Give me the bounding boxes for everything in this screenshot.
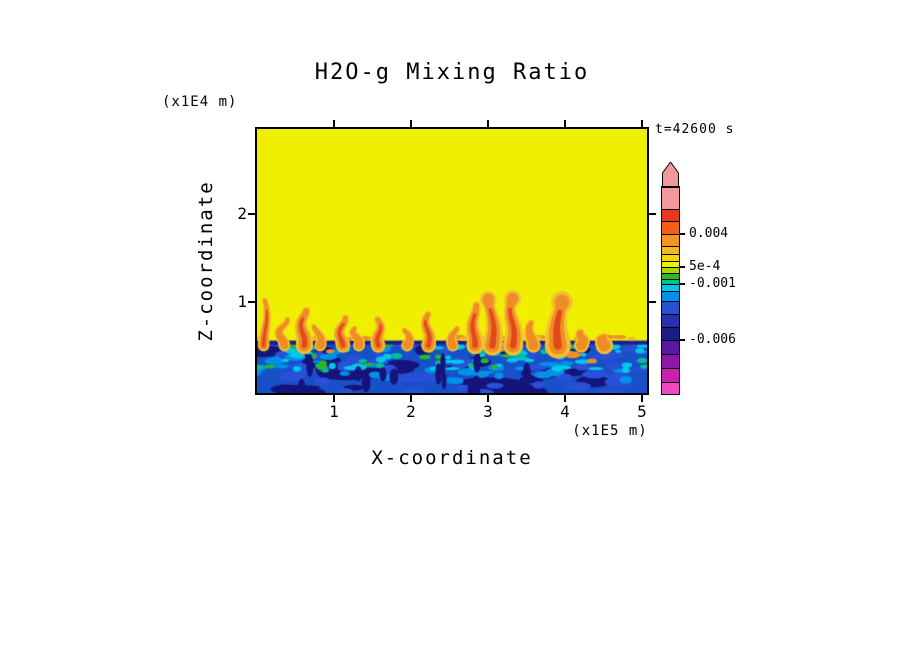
time-annotation: t=42600 s bbox=[655, 122, 735, 137]
colorbar-segment bbox=[662, 246, 679, 254]
colorbar-segment bbox=[662, 291, 679, 301]
colorbar-segment bbox=[662, 314, 679, 327]
x-tick-mark bbox=[641, 393, 643, 402]
colorbar-segment bbox=[662, 234, 679, 246]
x-tick-label: 4 bbox=[560, 402, 570, 421]
y-right-tick-mark bbox=[647, 213, 656, 215]
colorbar-segment bbox=[662, 340, 679, 354]
colorbar-segment bbox=[662, 209, 679, 221]
page-title: H2O-g Mixing Ratio bbox=[314, 60, 590, 85]
y-axis-unit: (x1E4 m) bbox=[162, 94, 238, 110]
colorbar: 0.004 5e-4 -0.001 -0.006 bbox=[661, 162, 752, 402]
x-tick-mark bbox=[487, 393, 489, 402]
x-top-tick-mark bbox=[487, 120, 489, 129]
colorbar-segment bbox=[662, 327, 679, 340]
x-tick-label: 2 bbox=[406, 402, 416, 421]
colorbar-segment bbox=[662, 221, 679, 234]
colorbar-segment bbox=[662, 273, 679, 279]
colorbar-arrow-icon bbox=[662, 162, 679, 188]
y-tick-label: 1 bbox=[237, 292, 247, 311]
colorbar-segment bbox=[662, 284, 679, 291]
y-tick-label: 2 bbox=[237, 204, 247, 223]
colorbar-stack bbox=[661, 186, 680, 395]
colorbar-tick-mark bbox=[679, 339, 685, 341]
colorbar-segment bbox=[662, 187, 679, 209]
x-tick-mark bbox=[564, 393, 566, 402]
colorbar-segment bbox=[662, 382, 679, 394]
colorbar-segment bbox=[662, 301, 679, 314]
heatmap-canvas bbox=[257, 129, 647, 393]
y-right-tick-mark bbox=[647, 301, 656, 303]
x-tick-label: 5 bbox=[637, 402, 647, 421]
x-top-tick-mark bbox=[333, 120, 335, 129]
colorbar-tick-mark bbox=[679, 233, 685, 235]
colorbar-segment bbox=[662, 261, 679, 267]
x-tick-mark bbox=[410, 393, 412, 402]
colorbar-label: 5e-4 bbox=[689, 259, 721, 274]
colorbar-segment bbox=[662, 368, 679, 382]
x-top-tick-mark bbox=[641, 120, 643, 129]
colorbar-tick-mark bbox=[679, 283, 685, 285]
colorbar-label: -0.001 bbox=[689, 276, 736, 291]
y-tick-mark bbox=[248, 213, 257, 215]
x-axis-label: X-coordinate bbox=[371, 447, 533, 469]
x-axis-unit: (x1E5 m) bbox=[572, 423, 648, 439]
x-tick-label: 1 bbox=[329, 402, 339, 421]
colorbar-tick-mark bbox=[679, 266, 685, 268]
x-tick-label: 3 bbox=[483, 402, 493, 421]
x-top-tick-mark bbox=[564, 120, 566, 129]
colorbar-label: 0.004 bbox=[689, 226, 729, 241]
colorbar-segment bbox=[662, 279, 679, 284]
colorbar-label: -0.006 bbox=[689, 332, 736, 347]
colorbar-segment bbox=[662, 267, 679, 273]
x-top-tick-mark bbox=[410, 120, 412, 129]
y-axis-label: Z-coordinate bbox=[195, 180, 217, 342]
y-tick-mark bbox=[248, 301, 257, 303]
colorbar-segment bbox=[662, 354, 679, 368]
colorbar-segment bbox=[662, 254, 679, 261]
plot-area: 1 2 3 4 5 1 2 bbox=[237, 120, 656, 421]
x-tick-mark bbox=[333, 393, 335, 402]
